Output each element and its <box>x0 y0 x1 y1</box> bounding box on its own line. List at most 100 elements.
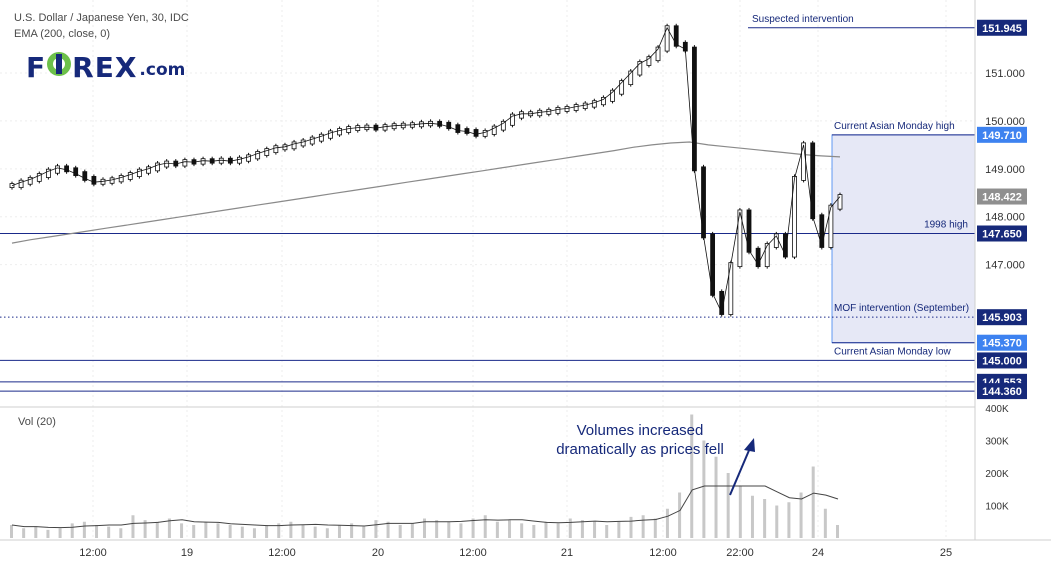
time-tick-label: 24 <box>812 547 824 559</box>
candle-body <box>628 70 634 86</box>
candle-body <box>783 233 788 258</box>
candle-body <box>810 142 816 220</box>
volume-bar <box>665 508 669 538</box>
candle-body <box>328 130 333 139</box>
candle-body <box>710 233 716 296</box>
candle-body <box>537 109 543 117</box>
volume-bar <box>155 521 159 538</box>
volume-bar <box>836 525 839 538</box>
volume-bar <box>204 521 208 538</box>
candle-body <box>73 167 79 177</box>
time-tick-label: 12:00 <box>268 547 296 559</box>
candle-body <box>646 56 652 66</box>
price-line <box>11 26 841 314</box>
ema-legend: EMA (200, close, 0) <box>14 28 110 40</box>
volume-bar <box>471 518 475 538</box>
price-tag-text: 145.000 <box>982 355 1022 367</box>
candle-body <box>337 128 342 136</box>
volume-bar <box>386 521 390 538</box>
volume-bar <box>107 526 111 538</box>
candle-body <box>673 25 679 47</box>
candle-body <box>246 154 251 162</box>
volume-bar <box>605 525 609 538</box>
volume-bar <box>423 518 426 538</box>
volume-bar <box>337 525 341 538</box>
volume-bar <box>350 523 354 538</box>
price-tag-bg <box>977 334 1027 351</box>
volume-bars <box>10 414 839 538</box>
time-tick-label: 22:00 <box>726 547 754 559</box>
forex-logo: F REX .com <box>26 50 186 84</box>
candle-body <box>27 176 33 185</box>
candle-body <box>91 176 97 185</box>
price-tag-bg <box>977 383 1027 400</box>
volume-note-line2: dramatically as prices fell <box>556 441 724 458</box>
volume-bar <box>495 521 499 538</box>
price-tag-text: 145.903 <box>982 312 1022 324</box>
candle-body <box>619 80 625 95</box>
price-tick-label: 149.000 <box>985 164 1025 176</box>
candle-body <box>573 104 579 111</box>
volume-legend: Vol (20) <box>18 416 56 428</box>
volume-bar <box>447 521 451 538</box>
volume-bar <box>714 456 718 538</box>
ema-line <box>11 141 841 244</box>
price-tick-label: 148.000 <box>985 212 1025 224</box>
volume-bar <box>10 525 13 538</box>
volume-bar <box>374 520 378 538</box>
candle-body <box>837 194 843 210</box>
candle-body <box>200 158 206 165</box>
candle-body <box>473 129 479 137</box>
price-tag-text: 145.370 <box>982 338 1022 350</box>
price-tick-label: 150.000 <box>985 116 1025 128</box>
logo-mark-icon <box>47 52 72 76</box>
volume-arrow <box>729 438 755 496</box>
time-tick-label: 12:00 <box>459 547 487 559</box>
price-tag-text: 144.360 <box>982 386 1022 398</box>
current-price-tag-bg <box>977 188 1027 205</box>
volume-bar <box>313 526 317 538</box>
candle-body <box>291 141 297 150</box>
volume-bar <box>277 523 281 538</box>
price-tag-bg <box>977 309 1027 326</box>
volume-bar <box>240 526 244 538</box>
time-axis: 12:00 19 12:00 20 12:00 21 12:00 22:00 24 25 <box>79 547 952 559</box>
volume-bar <box>787 502 791 538</box>
candle-body <box>264 148 270 156</box>
volume-note-line1: Volumes increased <box>576 422 704 439</box>
candle-body <box>309 136 315 145</box>
level-label: Suspected intervention <box>752 14 854 25</box>
price-tag-bg <box>977 19 1027 36</box>
volume-bar <box>702 440 706 538</box>
volume-bar <box>192 525 196 538</box>
level-label: Current Asian Monday high <box>834 121 955 132</box>
candle-body <box>737 209 743 268</box>
candle-body <box>828 204 834 248</box>
volume-bar <box>508 520 512 538</box>
volume-bar <box>82 521 86 538</box>
candle-body <box>482 130 488 137</box>
volume-bar <box>532 525 536 538</box>
volume-bar <box>180 523 184 538</box>
volume-bar <box>435 520 439 538</box>
level-annotations: Suspected intervention Current Asian Mond… <box>752 14 969 358</box>
candle-body <box>510 113 515 126</box>
candle-body <box>519 111 524 119</box>
volume-bar <box>216 523 220 538</box>
candle-body <box>45 168 51 178</box>
candle-body <box>182 159 188 167</box>
volume-ma-line <box>11 485 839 529</box>
price-tag-bg <box>977 225 1027 242</box>
volume-bar <box>325 528 329 538</box>
price-tag-text: 149.710 <box>982 130 1022 142</box>
volume-bar <box>678 492 682 538</box>
candle-body <box>746 209 752 253</box>
price-tick-label: 147.000 <box>985 260 1025 272</box>
volume-bar <box>119 528 123 538</box>
volume-bar <box>252 528 256 538</box>
candle-body <box>127 172 133 180</box>
candle-body <box>136 168 142 177</box>
volume-bar <box>34 526 38 538</box>
volume-bar <box>167 518 171 538</box>
chart-title: U.S. Dollar / Japanese Yen, 30, IDC <box>14 12 189 24</box>
